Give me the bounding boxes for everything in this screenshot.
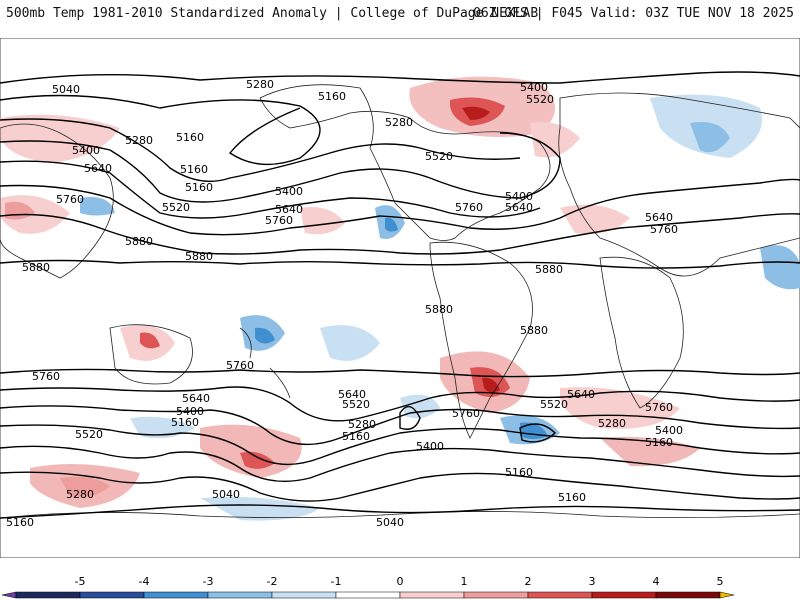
contour-label: 5160: [645, 436, 673, 449]
contour-label: 5160: [558, 491, 586, 504]
contour-label: 5160: [505, 466, 533, 479]
contour-label: 5520: [75, 428, 103, 441]
legend-tick: -4: [139, 575, 150, 588]
contour-label: 5400: [655, 424, 683, 437]
contour-label: 5160: [176, 131, 204, 144]
legend-tick: 3: [589, 575, 596, 588]
contour-label: 5880: [185, 250, 213, 263]
legend-tick: 1: [461, 575, 468, 588]
contour-label: 5400: [416, 440, 444, 453]
contour-label: 5760: [56, 193, 84, 206]
coastlines: [0, 84, 800, 519]
contour-label: 5520: [162, 201, 190, 214]
contour-label: 5760: [32, 370, 60, 383]
legend-tick: -3: [203, 575, 214, 588]
contour-label: 5160: [342, 430, 370, 443]
contour-label: 5640: [338, 388, 366, 401]
legend-color-box: [207, 591, 273, 599]
legend-color-box: [591, 591, 657, 599]
anomaly-map: 5040 5280 5160 5400 5520 5280 5160 5400 …: [0, 38, 800, 558]
contour-label: 5040: [52, 83, 80, 96]
contour-label: 5400: [520, 81, 548, 94]
legend-high-cap: [719, 591, 735, 599]
contour-label: 5160: [185, 181, 213, 194]
legend-color-box: [79, 591, 145, 599]
color-scale-legend: -5 -4 -3 -2 -1 0 1 2 3 4 5: [1, 575, 735, 599]
legend-tick-labels: -5 -4 -3 -2 -1 0 1 2 3 4 5: [75, 575, 724, 588]
contour-label: 5160: [171, 416, 199, 429]
contour-label: 5880: [22, 261, 50, 274]
contour-label: 5520: [526, 93, 554, 106]
legend-tick: -2: [267, 575, 278, 588]
contour-label: 5640: [505, 201, 533, 214]
legend-bar: [1, 591, 735, 599]
legend-tick: 4: [653, 575, 660, 588]
contour-labels: 5040 5280 5160 5400 5520 5280 5160 5400 …: [6, 78, 683, 529]
contour-label: 5160: [318, 90, 346, 103]
contour-label: 5520: [540, 398, 568, 411]
contour-label: 5640: [84, 162, 112, 175]
legend-tick: -1: [331, 575, 342, 588]
contour-label: 5520: [342, 398, 370, 411]
legend-tick: 0: [397, 575, 404, 588]
anomaly-shading: [0, 76, 800, 521]
contour-label: 5280: [348, 418, 376, 431]
contour-label: 5760: [650, 223, 678, 236]
contour-label: 5760: [265, 214, 293, 227]
contour-label: 5880: [535, 263, 563, 276]
contour-label: 5400: [72, 144, 100, 157]
contour-label: 5640: [182, 392, 210, 405]
model-valid-time: 06Z GFS | F045 Valid: 03Z TUE NOV 18 202…: [473, 6, 794, 21]
legend-low-cap: [1, 591, 17, 599]
contour-label: 5400: [176, 405, 204, 418]
legend-tick: 5: [717, 575, 724, 588]
contour-label: 5880: [520, 324, 548, 337]
contour-label: 5400: [505, 190, 533, 203]
legend-color-box: [527, 591, 593, 599]
legend-color-box: [15, 591, 81, 599]
contour-label: 5760: [226, 359, 254, 372]
legend-color-box: [271, 591, 337, 599]
contour-label: 5160: [180, 163, 208, 176]
contour-label: 5280: [246, 78, 274, 91]
legend-color-box: [399, 591, 465, 599]
contour-label: 5880: [425, 303, 453, 316]
contour-label: 5400: [275, 185, 303, 198]
contour-label: 5760: [452, 407, 480, 420]
legend-color-box: [463, 591, 529, 599]
legend-color-box: [655, 591, 721, 599]
legend-color-box: [143, 591, 209, 599]
contour-label: 5280: [125, 134, 153, 147]
legend-color-box: [335, 591, 401, 599]
contour-label: 5040: [376, 516, 404, 529]
contour-label: 5280: [66, 488, 94, 501]
contour-label: 5520: [425, 150, 453, 163]
contour-label: 5160: [6, 516, 34, 529]
map-title: 500mb Temp 1981-2010 Standardized Anomal…: [6, 6, 539, 21]
contour-label: 5640: [275, 203, 303, 216]
contour-label: 5640: [645, 211, 673, 224]
contour-label: 5880: [125, 235, 153, 248]
height-contours: [0, 71, 800, 519]
contour-label: 5640: [567, 388, 595, 401]
contour-label: 5280: [598, 417, 626, 430]
contour-label: 5280: [385, 116, 413, 129]
contour-label: 5760: [645, 401, 673, 414]
contour-label: 5040: [212, 488, 240, 501]
legend-tick: 2: [525, 575, 532, 588]
legend-tick: -5: [75, 575, 86, 588]
contour-label: 5760: [455, 201, 483, 214]
